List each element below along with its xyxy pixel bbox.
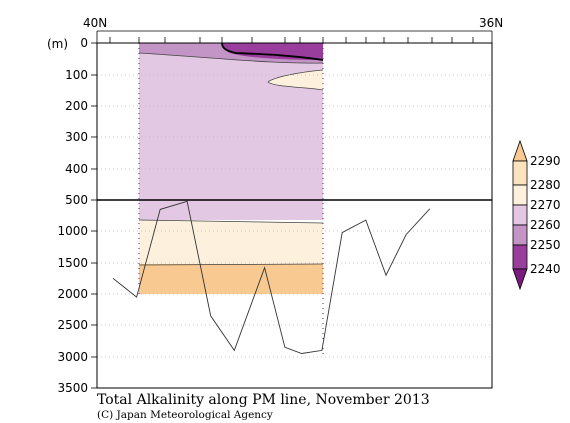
contour-2270-lower [138,219,324,224]
colorbar-label-2270: 2270 [530,198,561,212]
y-tick-label: 2000 [57,287,88,301]
colorbar-top-arrow [512,139,528,162]
y-tick-labels: 0 100 200 300 400 500 1000 1500 2000 250… [57,36,88,395]
colorbar-label-2250: 2250 [530,238,561,252]
contour-2240 [221,42,324,61]
fill-2260-2270-lower [139,200,323,220]
y-tick-label: 1000 [57,224,88,238]
x-tick-label-40n: 40N [83,16,107,30]
colorbar-segment-2270-2280 [512,184,528,206]
section-fills [139,43,323,294]
y-ticks [91,42,97,389]
chart-title: Total Alkalinity along PM line, November… [97,392,430,408]
y-tick-label: 100 [65,68,88,82]
colorbar-segment-2260-2270 [512,204,528,226]
y-tick-label: 1500 [57,256,88,270]
bottom-topography-line [112,200,431,354]
y-tick-label: 2500 [57,318,88,332]
fill-2280-2290 [139,264,323,294]
y-tick-label: 200 [65,99,88,113]
colorbar-label-2240: 2240 [530,262,561,276]
contour-2270-upper [267,69,324,91]
colorbar-label-2260: 2260 [530,218,561,232]
colorbar-label-2280: 2280 [530,178,561,192]
y-axis-label: (m) [47,37,68,51]
contour-lines [138,42,324,266]
colorbar-segment-2250-2260 [512,224,528,246]
y-tick-label: 500 [65,193,88,207]
station-lines [138,43,324,355]
colorbar-bottom-arrow [512,268,528,291]
contour-2280 [138,263,324,266]
chart-credit: (C) Japan Meteorological Agency [97,409,273,421]
fill-2240 [222,43,323,60]
y-tick-label: 300 [65,130,88,144]
top-ticks [96,30,493,43]
fill-2260-2270-upper [139,43,323,200]
plot-frame [96,42,493,389]
colorbar: 2290 2280 2270 2260 2250 2240 [512,139,561,291]
y-tick-label: 400 [65,162,88,176]
y-tick-label: 3500 [57,381,88,395]
y-tick-label: 0 [80,36,88,50]
colorbar-segment-2240-2250 [512,244,528,270]
colorbar-label-2290: 2290 [530,154,561,168]
colorbar-segment-2280-2290 [512,160,528,186]
fill-2270-2280-lower [139,220,323,265]
x-tick-label-36n: 36N [479,16,503,30]
contour-2250 [138,52,324,64]
y-tick-label: 3000 [57,350,88,364]
